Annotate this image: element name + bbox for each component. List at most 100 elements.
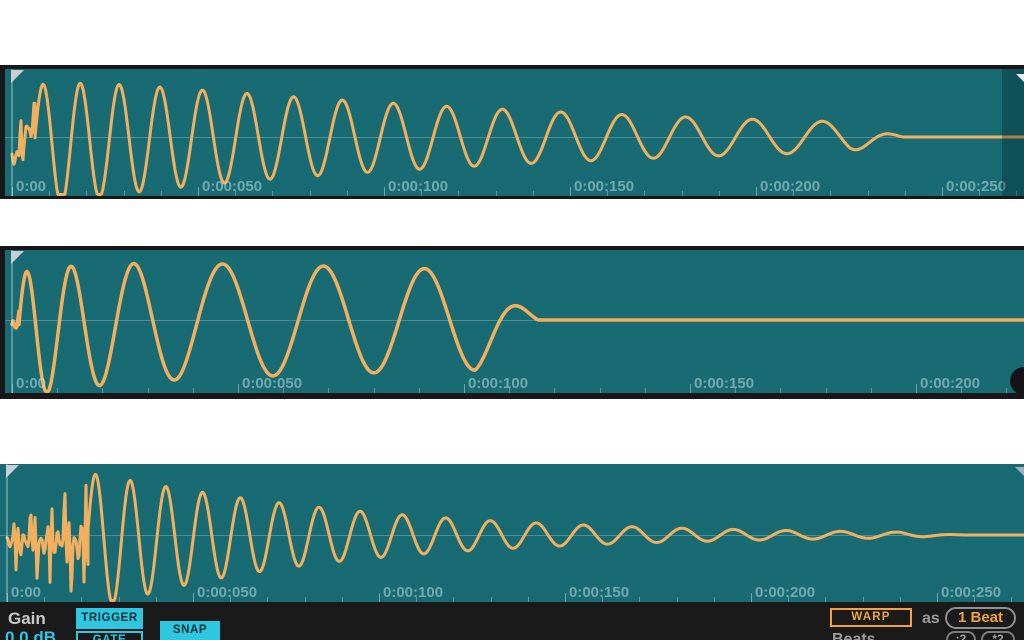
sample-display[interactable]: 0:00 0:00:050 0:00:100 0:00:150 0:00:200 0:00… [5, 69, 1024, 196]
timeline-minor-tick [123, 191, 125, 196]
timeline-minor-tick [607, 191, 609, 196]
simpler-control-bar: Gain 0.0 dB TRIGGER GATE SNAP WARP as 1 … [0, 602, 1024, 640]
gate-button[interactable]: GATE [76, 631, 143, 640]
trigger-button[interactable]: TRIGGER [76, 608, 143, 629]
timeline-minor-tick [554, 388, 556, 393]
timeline-label: 0:00:100 [383, 584, 444, 601]
warp-button[interactable]: WARP [830, 608, 912, 627]
timeline-minor-tick [793, 191, 795, 196]
timeline-minor-tick [57, 388, 59, 393]
start-marker-flag[interactable] [11, 70, 24, 83]
timeline-major-tick [942, 187, 943, 196]
timeline-minor-tick [230, 597, 232, 602]
timeline-minor-tick [718, 191, 720, 196]
start-marker-line [6, 464, 8, 602]
timeline-minor-tick [160, 191, 162, 196]
timeline-minor-tick [639, 597, 641, 602]
start-marker-flag[interactable] [6, 465, 19, 478]
timeline-label: 0:00:050 [242, 375, 303, 392]
gain-value[interactable]: 0.0 dB [5, 628, 57, 640]
timeline-label: 0:00:150 [569, 584, 630, 601]
waveform [5, 473, 1024, 602]
timeline-label: 0:00 [16, 178, 47, 195]
timeline-minor-tick [527, 597, 529, 602]
timeline-minor-tick [867, 191, 869, 196]
timeline-minor-tick [192, 388, 194, 393]
timeline-minor-tick [453, 597, 455, 602]
timeline-major-tick [937, 593, 938, 602]
timeline-major-tick [464, 384, 465, 393]
zero-amplitude-line [5, 320, 1024, 321]
timeline-major-tick [238, 384, 239, 393]
timeline-label: 0:00 [16, 375, 47, 392]
timeline-minor-tick [979, 191, 981, 196]
timeline-major-tick [384, 187, 385, 196]
warp-as-label: as [922, 610, 940, 627]
timeline-minor-tick [904, 191, 906, 196]
timeline-label: 0:00:250 [941, 584, 1002, 601]
timeline-minor-tick [86, 191, 88, 196]
timeline-major-tick [570, 187, 571, 196]
timeline-major-tick [756, 187, 757, 196]
waveform-view-2[interactable]: 0:00 0:00:050 0:00:100 0:00:150 0:00:200 [0, 246, 1024, 399]
timeline-minor-tick [267, 597, 269, 602]
timeline-minor-tick [681, 191, 683, 196]
timeline-minor-tick [974, 597, 976, 602]
timeline-minor-tick [304, 597, 306, 602]
timeline-minor-tick [373, 388, 375, 393]
timeline-minor-tick [458, 191, 460, 196]
timeline-major-tick [916, 384, 917, 393]
timeline-minor-tick [788, 597, 790, 602]
timeline-minor-tick [899, 597, 901, 602]
timeline-minor-tick [509, 388, 511, 393]
timeline-minor-tick [870, 388, 872, 393]
timeline-minor-tick [825, 388, 827, 393]
timeline-minor-tick [155, 597, 157, 602]
timeline-label: 0:00:100 [468, 375, 529, 392]
timeline-minor-tick [44, 597, 46, 602]
timeline-minor-tick [421, 191, 423, 196]
timeline-minor-tick [644, 388, 646, 393]
timeline-label: 0:00:250 [946, 178, 1007, 195]
sample-display[interactable]: 0:00 0:00:050 0:00:100 0:00:150 0:00:200 0:00… [0, 464, 1024, 602]
start-marker-line [11, 69, 13, 196]
sample-display[interactable]: 0:00 0:00:050 0:00:100 0:00:150 0:00:200 [5, 250, 1024, 393]
snap-button[interactable]: SNAP [160, 621, 220, 640]
timeline-minor-tick [1011, 597, 1013, 602]
timeline-minor-tick [346, 191, 348, 196]
timeline-label: 0:00:050 [197, 584, 258, 601]
timeline-minor-tick [830, 191, 832, 196]
end-marker-flag[interactable] [1015, 467, 1024, 476]
timeline-label: 0:00 [11, 584, 42, 601]
timeline-minor-tick [599, 388, 601, 393]
double-tempo-button[interactable]: *2 [981, 631, 1015, 640]
halve-tempo-button[interactable]: :2 [946, 631, 976, 640]
timeline-major-tick [193, 593, 194, 602]
timeline-minor-tick [532, 191, 534, 196]
start-marker-flag[interactable] [11, 251, 24, 264]
warp-mode-label[interactable]: Beats [832, 631, 876, 640]
timeline-minor-tick [1006, 388, 1008, 393]
timeline-minor-tick [309, 191, 311, 196]
timeline-minor-tick [49, 191, 51, 196]
timeline-minor-tick [495, 191, 497, 196]
timeline-label: 0:00:200 [920, 375, 981, 392]
timeline-major-tick [198, 187, 199, 196]
gain-label: Gain [8, 609, 46, 628]
timeline-label: 0:00:200 [755, 584, 816, 601]
start-marker-line [11, 250, 13, 393]
timeline-major-tick [7, 593, 8, 602]
timeline-minor-tick [490, 597, 492, 602]
timeline-minor-tick [341, 597, 343, 602]
timeline-minor-tick [272, 191, 274, 196]
timeline-major-tick [751, 593, 752, 602]
timeline-major-tick [565, 593, 566, 602]
timeline-minor-tick [416, 597, 418, 602]
waveform [10, 81, 1024, 196]
waveform-view-3[interactable]: 0:00 0:00:050 0:00:100 0:00:150 0:00:200 0:00… [0, 463, 1024, 602]
waveform-view-1[interactable]: 0:00 0:00:050 0:00:100 0:00:150 0:00:200 0:00… [0, 65, 1024, 199]
timeline-minor-tick [780, 388, 782, 393]
waveform [10, 261, 1024, 393]
warp-as-value-selector[interactable]: 1 Beat [945, 607, 1016, 629]
end-marker-flag[interactable] [1016, 74, 1024, 82]
